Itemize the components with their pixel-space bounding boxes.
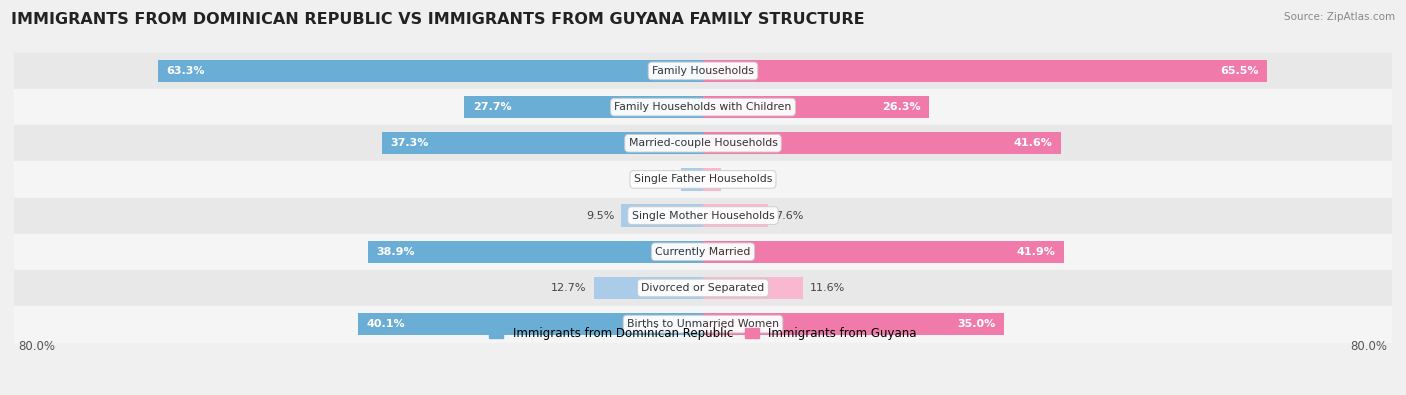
Text: Single Mother Households: Single Mother Households [631,211,775,220]
Text: 11.6%: 11.6% [810,283,845,293]
Bar [703,168,721,191]
Text: Family Households: Family Households [652,66,754,76]
Text: 26.3%: 26.3% [882,102,921,112]
Bar [14,89,1392,125]
Bar [703,277,803,299]
Text: 7.6%: 7.6% [775,211,804,220]
Bar [681,168,703,191]
Text: 35.0%: 35.0% [957,319,995,329]
Text: 80.0%: 80.0% [1351,340,1388,353]
Legend: Immigrants from Dominican Republic, Immigrants from Guyana: Immigrants from Dominican Republic, Immi… [485,322,921,345]
Bar [703,60,1267,82]
Bar [368,241,703,263]
Bar [357,313,703,335]
Text: IMMIGRANTS FROM DOMINICAN REPUBLIC VS IMMIGRANTS FROM GUYANA FAMILY STRUCTURE: IMMIGRANTS FROM DOMINICAN REPUBLIC VS IM… [11,12,865,27]
Text: 41.6%: 41.6% [1014,138,1053,148]
Bar [703,96,929,118]
Text: 27.7%: 27.7% [472,102,512,112]
Text: Births to Unmarried Women: Births to Unmarried Women [627,319,779,329]
Text: 2.1%: 2.1% [728,175,756,184]
Bar [14,306,1392,342]
Bar [14,53,1392,89]
Bar [14,198,1392,234]
Bar [14,161,1392,198]
Text: Family Households with Children: Family Households with Children [614,102,792,112]
Text: 2.6%: 2.6% [645,175,673,184]
Text: 9.5%: 9.5% [586,211,614,220]
Text: Divorced or Separated: Divorced or Separated [641,283,765,293]
Text: 41.9%: 41.9% [1017,247,1056,257]
Bar [464,96,703,118]
Text: 37.3%: 37.3% [391,138,429,148]
Bar [157,60,703,82]
Text: Married-couple Households: Married-couple Households [628,138,778,148]
Bar [14,125,1392,161]
Bar [703,204,769,227]
Bar [703,313,1004,335]
Text: 65.5%: 65.5% [1220,66,1258,76]
Text: Currently Married: Currently Married [655,247,751,257]
Bar [621,204,703,227]
Bar [593,277,703,299]
Bar [14,270,1392,306]
Text: Source: ZipAtlas.com: Source: ZipAtlas.com [1284,12,1395,22]
Bar [382,132,703,154]
Text: 40.1%: 40.1% [367,319,405,329]
Text: 38.9%: 38.9% [377,247,415,257]
Bar [703,241,1064,263]
Bar [703,132,1062,154]
Text: Single Father Households: Single Father Households [634,175,772,184]
Bar [14,234,1392,270]
Text: 12.7%: 12.7% [551,283,586,293]
Text: 63.3%: 63.3% [166,66,205,76]
Text: 80.0%: 80.0% [18,340,55,353]
